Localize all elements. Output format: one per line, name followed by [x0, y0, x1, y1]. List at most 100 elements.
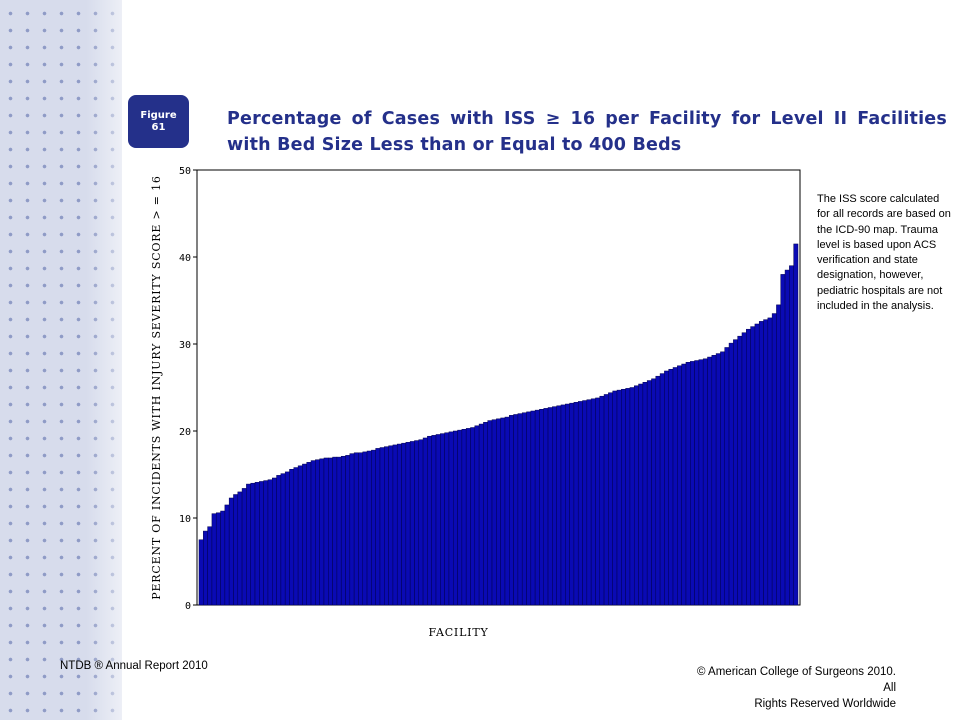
chart-title: Percentage of Cases with ISS ≥ 16 per Fa… — [227, 109, 947, 155]
bar-facility-117 — [698, 359, 704, 606]
bar-facility-92 — [590, 398, 596, 606]
bar-facility-82 — [547, 407, 553, 606]
bar-facility-104 — [642, 382, 648, 606]
bar-facility-100 — [625, 388, 631, 606]
bar-facility-94 — [599, 395, 605, 606]
y-axis-ticks: 0 10 20 30 40 50 — [179, 166, 197, 612]
bar-facility-118 — [702, 358, 708, 606]
bar-facility-31 — [328, 457, 333, 606]
bar-facility-33 — [336, 456, 342, 606]
footer-copyright-line2: Rights Reserved Worldwide — [754, 698, 896, 710]
bar-facility-121 — [715, 353, 721, 606]
bar-facility-71 — [500, 417, 506, 606]
bar-facility-2 — [203, 530, 208, 606]
bar-facility-60 — [453, 430, 458, 606]
bar-facility-106 — [651, 378, 657, 606]
bar-facility-45 — [388, 445, 394, 606]
bar-facility-127 — [741, 332, 747, 606]
bar-facility-105 — [646, 380, 652, 606]
bar-facility-125 — [733, 339, 738, 606]
bar-facility-73 — [509, 415, 514, 606]
bar-facility-65 — [474, 425, 480, 606]
bar-facility-29 — [319, 458, 325, 606]
bar-facility-111 — [672, 367, 678, 606]
bar-facility-58 — [444, 432, 450, 606]
bar-facility-14 — [254, 482, 260, 606]
bar-facility-122 — [720, 351, 725, 606]
bar-facility-23 — [293, 467, 299, 606]
bar-facility-47 — [396, 443, 402, 606]
bar-facility-30 — [323, 457, 329, 606]
y-tick-label-40: 40 — [179, 253, 191, 264]
bar-facility-77 — [526, 411, 532, 606]
bar-facility-88 — [573, 402, 579, 606]
bar-facility-28 — [315, 459, 320, 606]
bar-facility-113 — [681, 363, 687, 606]
bar-facility-34 — [340, 455, 346, 606]
bar-facility-39 — [362, 451, 368, 606]
bar-facility-66 — [478, 423, 484, 606]
bar-facility-42 — [375, 448, 381, 606]
bar-facility-103 — [638, 383, 644, 606]
y-tick-label-0: 0 — [185, 601, 191, 612]
bar-facility-87 — [569, 402, 575, 606]
bar-facility-128 — [746, 328, 751, 606]
bar-facility-90 — [582, 400, 588, 606]
bar-facility-102 — [633, 385, 639, 606]
bar-facility-21 — [284, 471, 290, 606]
bar-facility-96 — [608, 392, 613, 606]
footer-copyright: © American College of Surgeons 2010. All… — [696, 664, 896, 712]
bar-facility-116 — [694, 360, 700, 606]
bar-facility-59 — [448, 431, 454, 606]
bar-facility-10 — [237, 491, 243, 606]
bar-facility-57 — [440, 433, 445, 606]
bar-chart: 0 10 20 30 40 50 PERCENT OF INCIDENTS WITH IN… — [150, 166, 801, 639]
bar-facility-115 — [690, 361, 695, 606]
bar-facility-70 — [496, 418, 501, 606]
bar-facility-24 — [297, 465, 303, 606]
bar-facility-3 — [207, 526, 213, 606]
bar-facility-25 — [302, 463, 307, 606]
bar-facility-48 — [401, 442, 407, 606]
bar-facility-99 — [621, 388, 626, 606]
bar-facility-91 — [586, 399, 592, 606]
bar-facility-67 — [483, 422, 488, 606]
bar-facility-110 — [668, 368, 674, 606]
x-axis-label: FACILITY — [428, 626, 488, 639]
bar-facility-38 — [358, 452, 364, 606]
bar-facility-18 — [272, 477, 277, 606]
bar-facility-53 — [422, 437, 428, 606]
bar-facility-64 — [470, 427, 476, 606]
bar-facility-63 — [465, 428, 471, 606]
bar-facility-40 — [366, 450, 372, 606]
bar-facility-108 — [659, 373, 665, 606]
bar-facility-93 — [595, 397, 601, 606]
bar-facility-69 — [491, 419, 497, 606]
bar-facility-101 — [629, 387, 635, 606]
bar-facility-133 — [767, 317, 773, 606]
bar-facility-138 — [789, 265, 794, 606]
bar-facility-7 — [224, 504, 230, 606]
bar-facility-4 — [211, 513, 217, 606]
bar-facility-17 — [267, 479, 273, 606]
bar-facility-16 — [263, 480, 269, 606]
bar-facility-78 — [530, 410, 536, 606]
bar-facility-55 — [431, 435, 437, 606]
bar-facility-12 — [246, 483, 251, 606]
bar-facility-9 — [233, 494, 239, 606]
bar-facility-136 — [780, 274, 786, 606]
bar-facility-89 — [577, 401, 583, 606]
bar-facility-41 — [371, 449, 376, 606]
methodology-note: The ISS score calculated for all records… — [817, 193, 951, 313]
bar-facility-72 — [504, 416, 510, 606]
bar-facility-98 — [616, 389, 622, 606]
bar-facility-132 — [763, 319, 769, 606]
bar-facility-81 — [543, 408, 549, 606]
bar-facility-52 — [418, 439, 424, 606]
bar-facility-137 — [784, 269, 790, 606]
bar-facility-79 — [534, 409, 540, 606]
bar-facility-85 — [560, 404, 566, 606]
y-tick-label-50: 50 — [179, 166, 191, 177]
bar-facility-123 — [724, 347, 730, 606]
bar-facility-61 — [457, 429, 463, 606]
